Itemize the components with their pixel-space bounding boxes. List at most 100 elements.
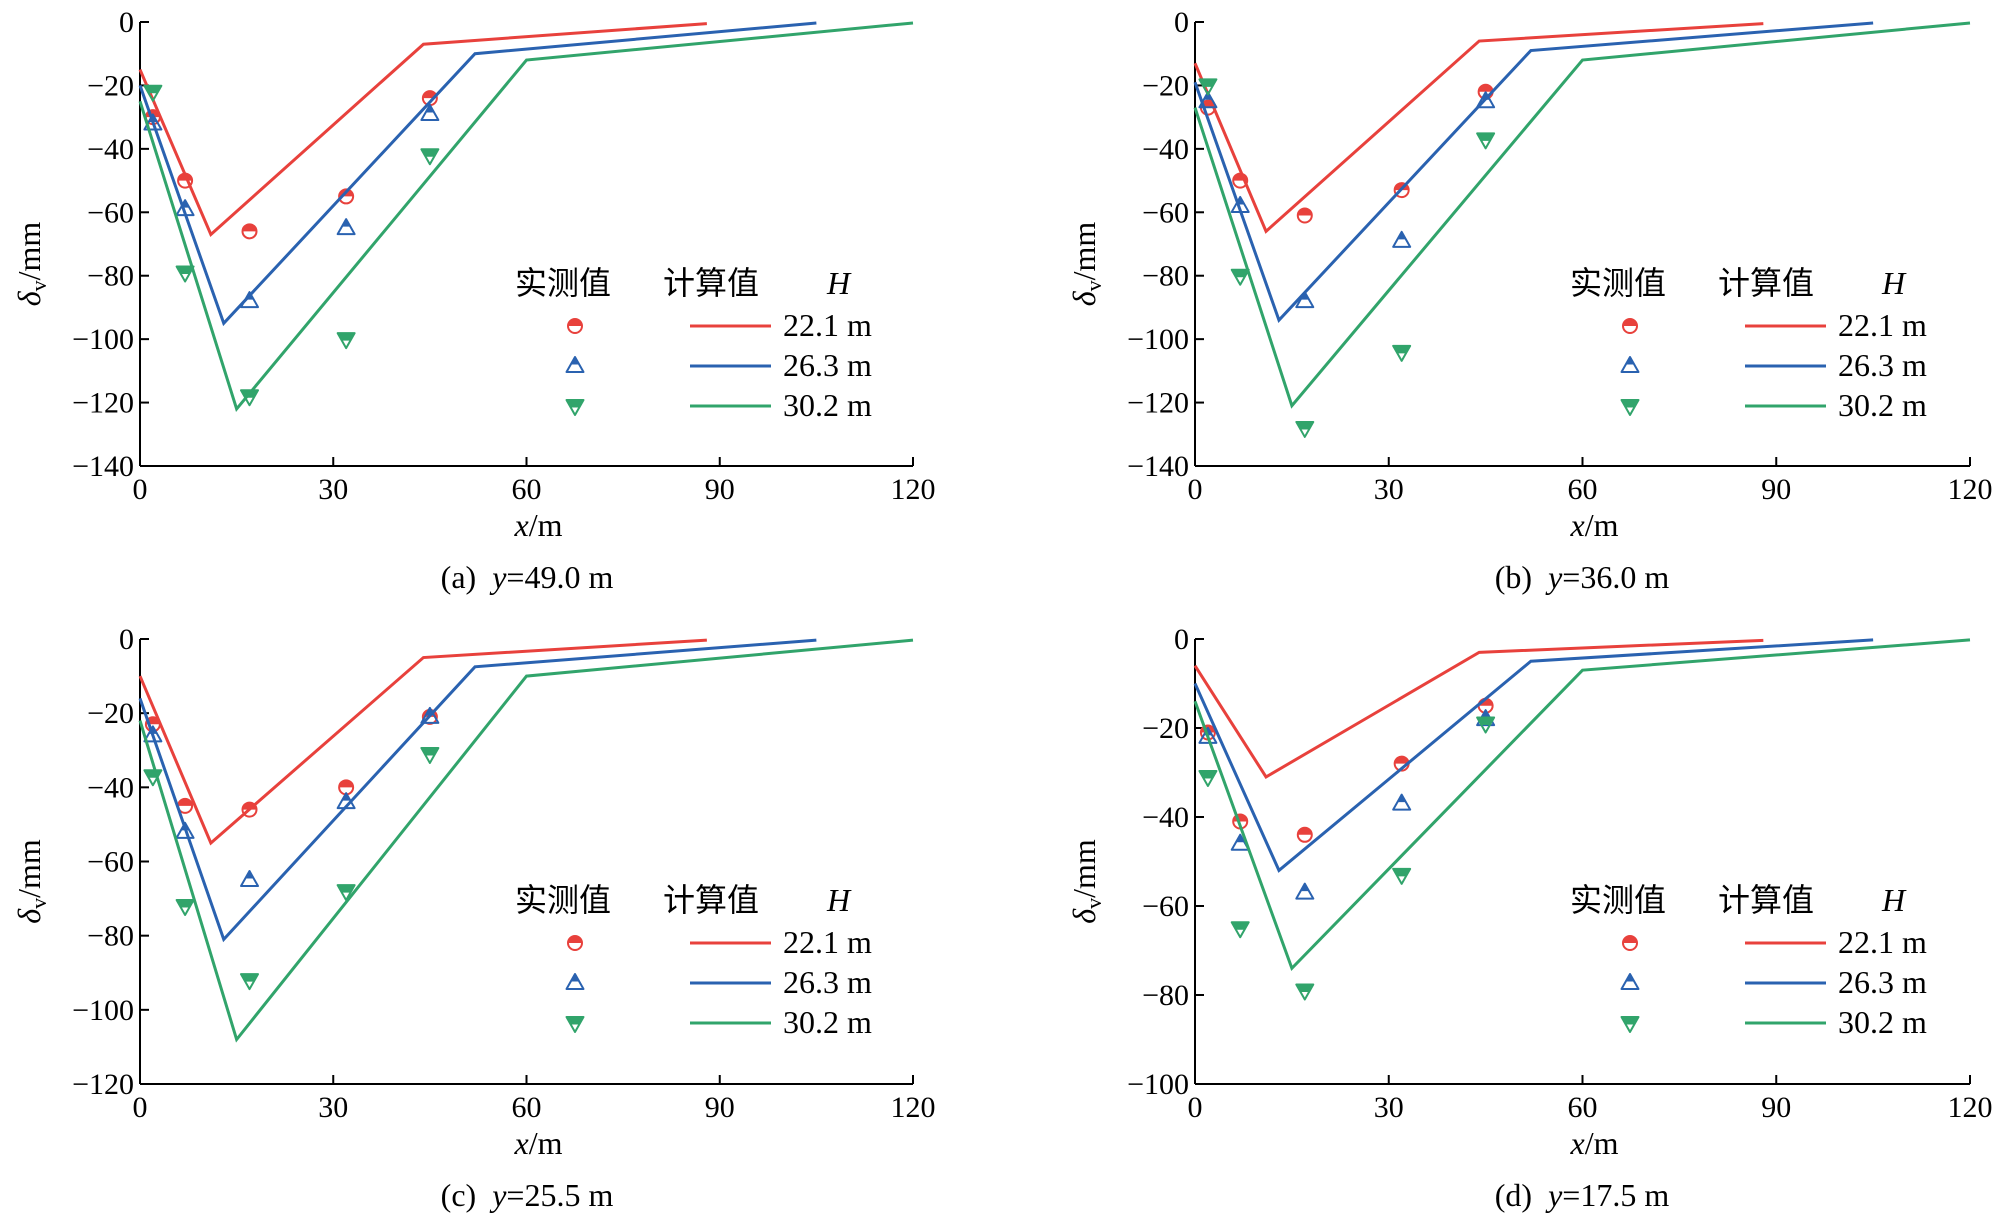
legend-header-calculated: 计算值	[1718, 882, 1814, 918]
x-tick-label: 0	[1188, 473, 1203, 506]
panel-caption: (c) y=25.5 m	[441, 1177, 614, 1213]
x-tick-label: 60	[512, 473, 542, 506]
legend-label: 26.3 m	[783, 964, 872, 1000]
marker-outline	[567, 318, 583, 334]
marker-outline	[567, 935, 583, 951]
legend-label: 30.2 m	[783, 387, 872, 423]
marker-outline	[1198, 91, 1218, 109]
y-axis-unit: /mm	[11, 222, 47, 281]
measured-point-blue	[175, 821, 195, 839]
marker-outline	[1392, 793, 1412, 811]
measured-point-blue	[1230, 833, 1250, 851]
y-axis-var: δ	[11, 290, 47, 306]
chart-panel-d: 0 30 60 90 120 0 −20 −40 −60 −80 −100 x/m δv/mm 实测值 计算…	[1066, 623, 1993, 1213]
y-tick-label: −140	[72, 450, 134, 483]
x-tick-label: 60	[1568, 473, 1598, 506]
y-tick-label: −20	[87, 69, 134, 102]
measured-point-red	[1296, 207, 1313, 224]
panel-caption: (a) y=49.0 m	[441, 559, 614, 595]
caption-letter: (d)	[1495, 1177, 1540, 1213]
legend-label: 26.3 m	[783, 347, 872, 383]
y-tick-label: 0	[119, 6, 134, 39]
legend-header-h: H	[826, 882, 852, 918]
measured-point-blue	[1476, 91, 1496, 109]
marker-outline	[565, 973, 585, 990]
legend-marker-green	[565, 399, 585, 416]
y-axis-unit: /mm	[1066, 222, 1102, 281]
y-tick-label: −120	[72, 387, 134, 420]
measured-point-green	[1392, 867, 1412, 885]
y-axis-label: δv/mm	[1066, 839, 1106, 924]
y-tick-label: −80	[1142, 979, 1189, 1012]
marker-outline	[1620, 399, 1640, 416]
caption-letter: (b)	[1495, 559, 1540, 595]
legend: 实测值 计算值 H 22.1 m 26.3 m 30.2 m	[1570, 265, 1927, 423]
y-axis-sub: v	[26, 898, 51, 909]
x-axis-label: x/m	[514, 507, 563, 543]
measured-point-blue	[175, 199, 195, 217]
legend-marker-blue	[565, 973, 585, 990]
calc-line-red	[138, 22, 707, 237]
legend-header-h: H	[1881, 265, 1907, 301]
measured-point-green	[1295, 420, 1315, 438]
caption-letter: (c)	[441, 1177, 485, 1213]
x-tick-label: 60	[512, 1091, 542, 1124]
y-tick-label: −60	[87, 846, 134, 879]
marker-outline	[1476, 91, 1496, 109]
calc-line-green	[138, 21, 914, 412]
marker-outline	[420, 103, 440, 121]
marker-outline	[1296, 826, 1313, 843]
marker-outline	[175, 265, 195, 283]
x-axis-var: x	[1570, 507, 1585, 543]
marker-outline	[1620, 1016, 1640, 1033]
y-tick-label: −80	[1142, 260, 1189, 293]
marker-outline	[1476, 716, 1496, 734]
marker-outline	[1230, 833, 1250, 851]
x-tick-label: 30	[318, 473, 348, 506]
y-tick-label: −40	[1142, 133, 1189, 166]
legend-marker-red	[567, 318, 583, 334]
legend-label: 22.1 m	[1838, 924, 1927, 960]
calc-line-green	[138, 638, 914, 1043]
caption-eq: =	[506, 559, 524, 595]
legend-marker-blue	[565, 356, 585, 373]
marker-outline	[1230, 268, 1250, 286]
legend-header-h: H	[826, 265, 852, 301]
x-tick-label: 30	[1374, 1091, 1404, 1124]
y-axis-label: δv/mm	[11, 222, 51, 307]
measured-point-green	[336, 884, 356, 902]
panel-caption: (d) y=17.5 m	[1495, 1177, 1670, 1213]
marker-outline	[240, 870, 260, 888]
caption-val: 36.0 m	[1580, 559, 1669, 595]
measured-point-green	[420, 148, 440, 166]
caption-val: 49.0 m	[524, 559, 613, 595]
calc-line-blue	[1193, 638, 1874, 873]
chart-panel-a: 0 30 60 90 120 0 −20 −40 −60 −80 −100 −120 −140 x/m δv…	[11, 6, 936, 595]
y-tick-label: −40	[1142, 801, 1189, 834]
marker-outline	[175, 821, 195, 839]
x-axis-unit: /m	[529, 1125, 563, 1161]
legend-label: 30.2 m	[1838, 387, 1927, 423]
x-axis-unit: /m	[1585, 507, 1619, 543]
marker-outline	[336, 792, 356, 810]
marker-outline	[240, 973, 260, 991]
y-tick-label: −20	[1142, 69, 1189, 102]
measured-point-blue	[1295, 291, 1315, 309]
caption-eq: =	[1562, 1177, 1580, 1213]
measured-point-green	[420, 746, 440, 764]
marker-outline	[1393, 182, 1410, 199]
marker-outline	[175, 899, 195, 916]
y-tick-label: −80	[87, 920, 134, 953]
measured-point-blue	[143, 725, 163, 743]
x-tick-label: 0	[1188, 1091, 1203, 1124]
legend-header-calculated: 计算值	[1718, 265, 1814, 301]
y-axis-label: δv/mm	[11, 839, 51, 924]
caption-var: y	[1545, 559, 1563, 595]
measured-point-blue	[336, 218, 356, 236]
marker-outline	[565, 399, 585, 416]
marker-outline	[1198, 726, 1218, 744]
marker-outline	[1622, 318, 1638, 334]
x-tick-label: 120	[891, 1091, 936, 1124]
x-tick-label: 120	[891, 473, 936, 506]
marker-outline	[1295, 291, 1315, 309]
